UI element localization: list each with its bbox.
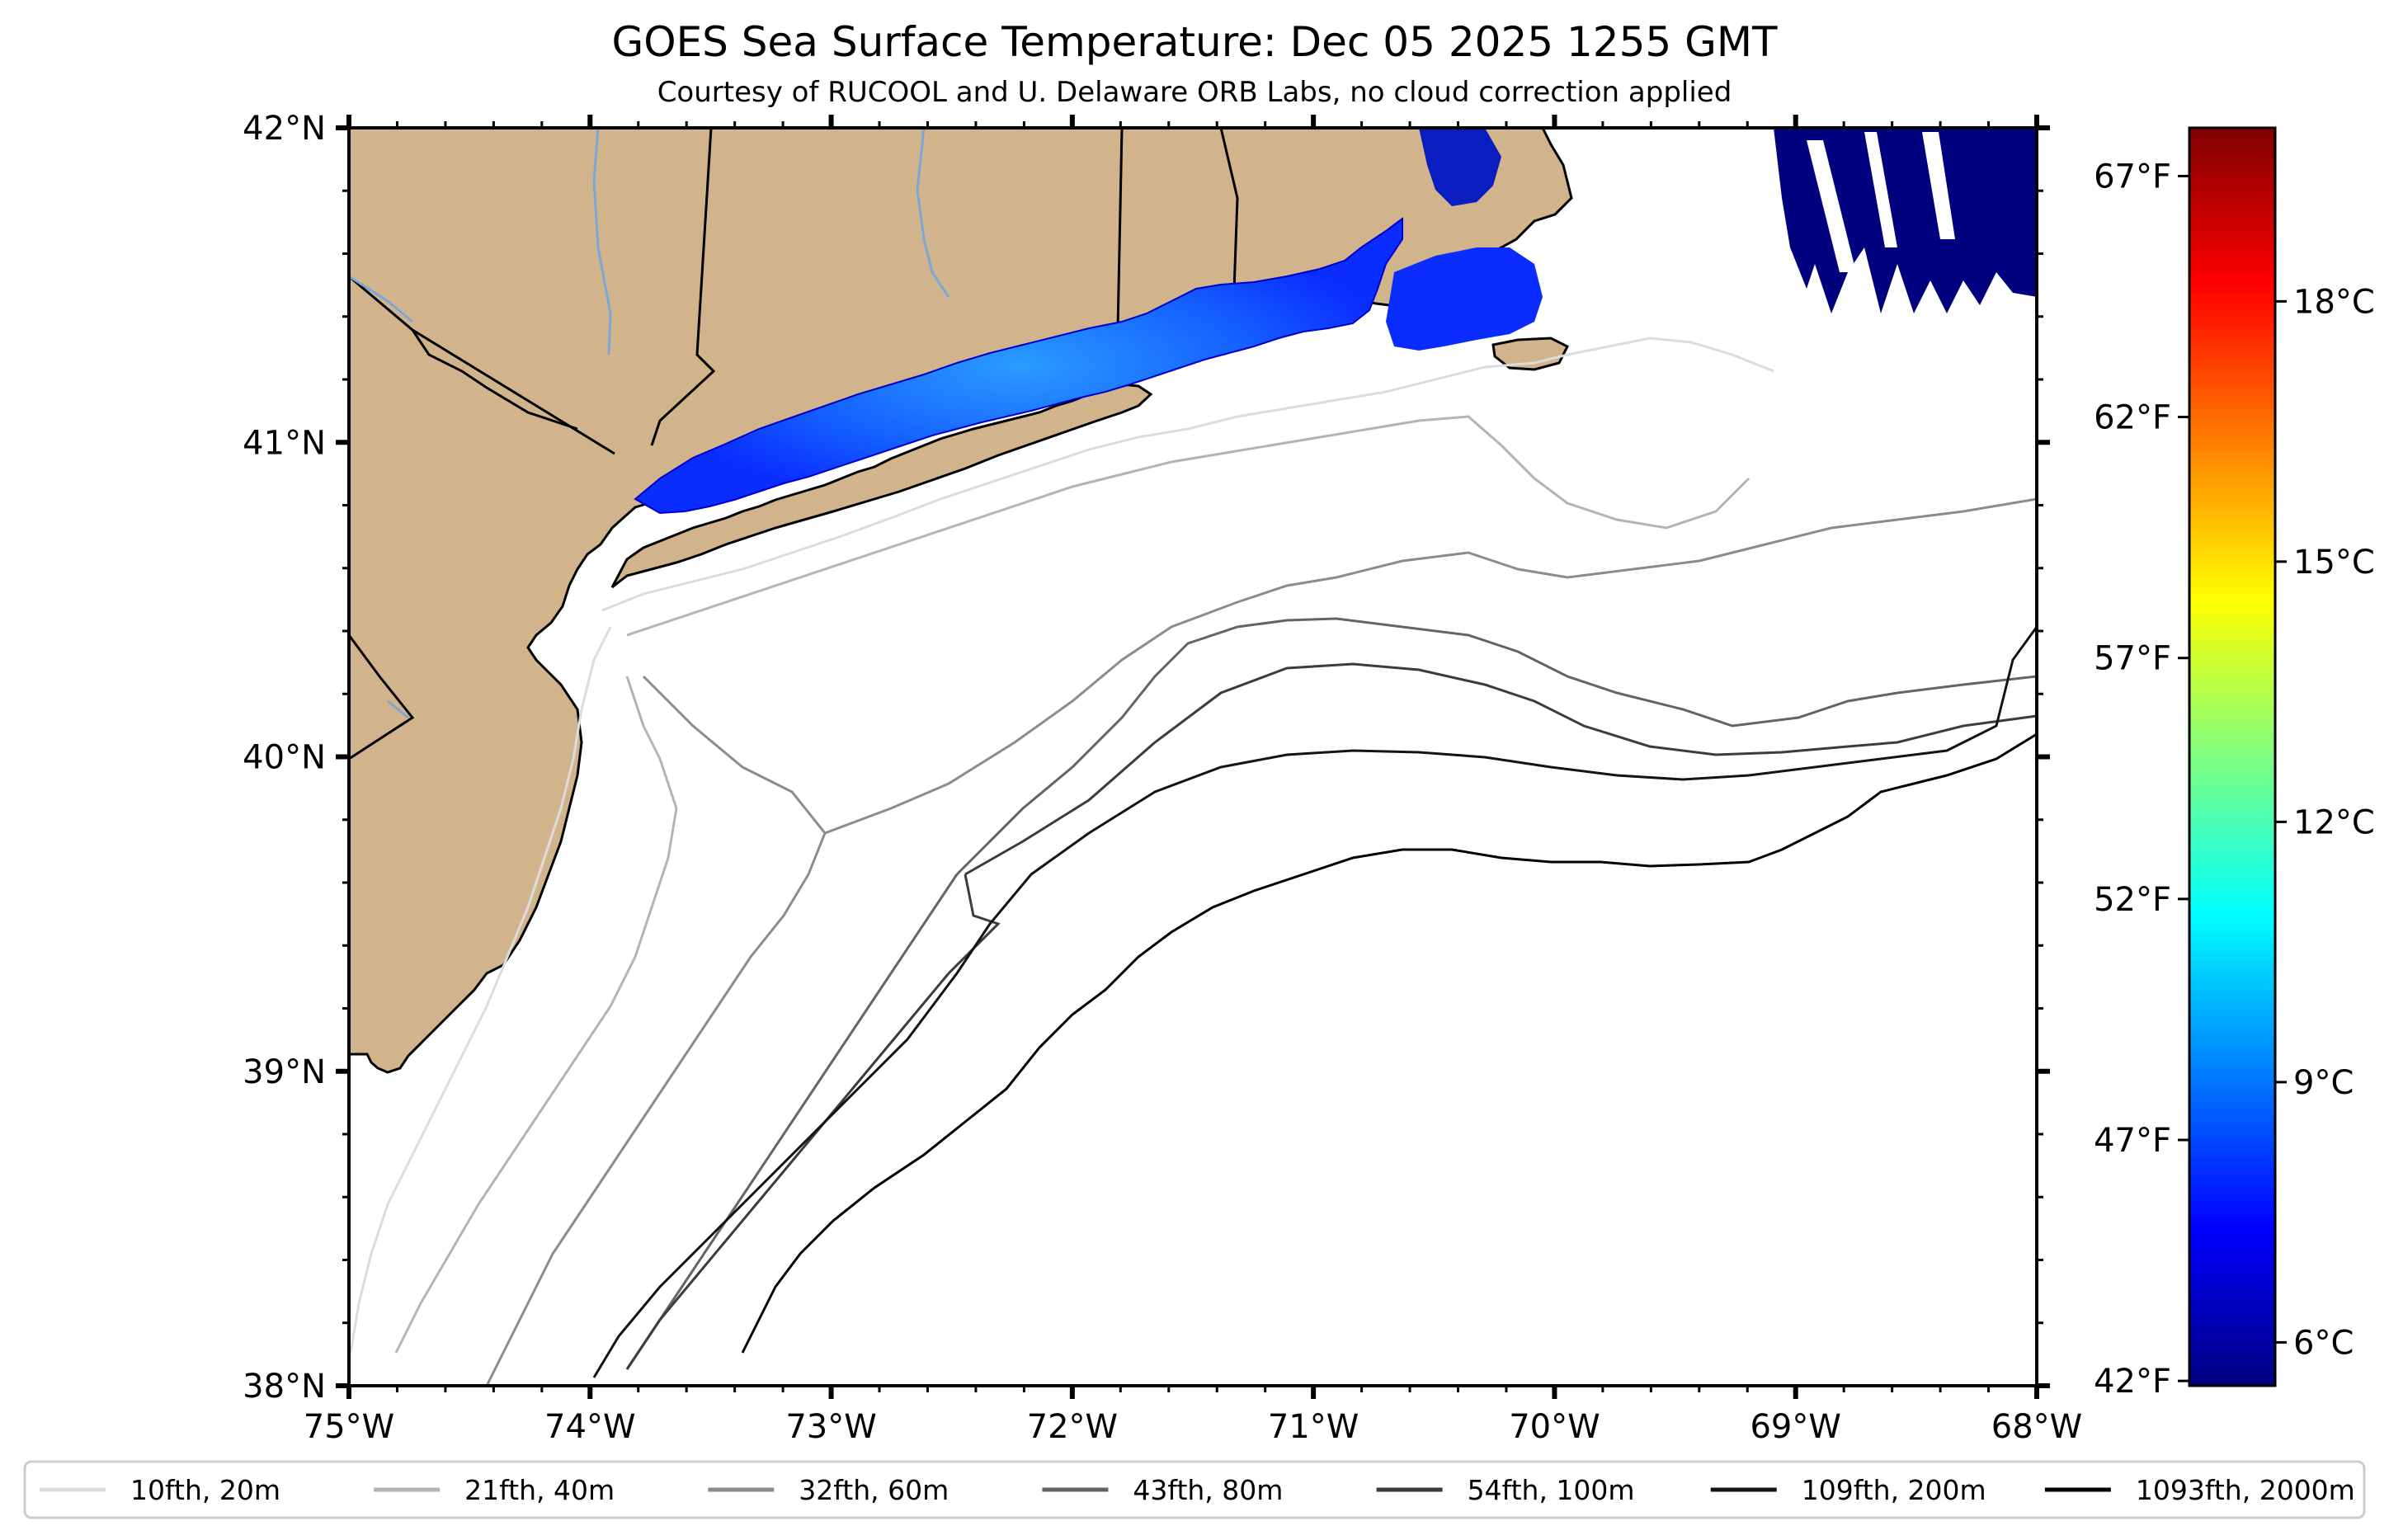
celsius-tick-label: 18°C xyxy=(2293,283,2375,321)
sst-gap-3 xyxy=(1922,132,1955,239)
contour-40m xyxy=(394,415,1751,1354)
celsius-tick-label: 15°C xyxy=(2293,544,2375,582)
legend-box xyxy=(23,1460,2366,1519)
map-subtitle: Courtesy of RUCOOL and U. Delaware ORB L… xyxy=(657,76,1732,109)
sst-long-island-sound xyxy=(634,217,1403,515)
contour-legend: 10fth, 20m 21fth, 40m 32fth, 60m 43fth, 80m… xyxy=(23,1460,2366,1519)
x-tick-label: 73°W xyxy=(785,1408,876,1446)
contour-2000m xyxy=(741,732,2037,1354)
y-tick-label: 41°N xyxy=(243,424,326,462)
y-tick-label: 39°N xyxy=(243,1053,326,1091)
sst-cape-cod-bay xyxy=(1419,128,1501,206)
map-area xyxy=(349,128,2037,1386)
contour-100m xyxy=(625,662,2037,1370)
legend-label: 10fth, 20m xyxy=(130,1474,280,1506)
legend-label: 43fth, 80m xyxy=(1133,1474,1283,1506)
x-tick-label: 75°W xyxy=(304,1408,394,1446)
celsius-tick-label: 9°C xyxy=(2293,1064,2354,1102)
legend-label: 1093fth, 2000m xyxy=(2136,1474,2355,1506)
celsius-tick-label: 12°C xyxy=(2293,803,2375,841)
y-tick-label: 40°N xyxy=(243,739,326,777)
fahrenheit-tick-label: 57°F xyxy=(2094,640,2171,678)
sst-narragansett xyxy=(1386,247,1543,351)
fahrenheit-tick-label: 42°F xyxy=(2094,1363,2171,1401)
contour-200m xyxy=(592,626,2037,1378)
legend-label: 21fth, 40m xyxy=(464,1474,615,1506)
contour-60m xyxy=(485,497,2037,1386)
fahrenheit-tick-label: 47°F xyxy=(2094,1122,2171,1160)
legend-items: 10fth, 20m 21fth, 40m 32fth, 60m 43fth, 80m… xyxy=(40,1474,2355,1506)
map-axes: 75°W 74°W 73°W 72°W 71°W 70°W 69°W 68°W 42°N 41°N… xyxy=(243,110,2082,1446)
sst-gap-2 xyxy=(1864,132,1897,247)
contour-80m xyxy=(625,617,2037,1370)
land-islands xyxy=(1491,337,1570,371)
y-tick-label: 38°N xyxy=(243,1368,326,1406)
sst-patches xyxy=(634,128,2037,515)
x-tick-label: 68°W xyxy=(1991,1408,2082,1446)
contour-20m xyxy=(349,337,1774,1354)
legend-label: 54fth, 100m xyxy=(1468,1474,1635,1506)
x-tick-label: 74°W xyxy=(544,1408,635,1446)
fahrenheit-tick-label: 52°F xyxy=(2094,881,2171,919)
map-title: GOES Sea Surface Temperature: Dec 05 202… xyxy=(611,18,1778,66)
colorbar-gradient xyxy=(2188,126,2277,1387)
land-long-island xyxy=(610,383,1153,589)
legend-label: 109fth, 200m xyxy=(1802,1474,1986,1506)
bathymetry-contours xyxy=(349,337,2037,1386)
rivers xyxy=(349,128,950,719)
legend-label: 32fth, 60m xyxy=(799,1474,949,1506)
fahrenheit-tick-label: 62°F xyxy=(2094,399,2171,437)
state-boundaries xyxy=(349,128,1239,761)
x-tick-label: 72°W xyxy=(1027,1408,1118,1446)
fahrenheit-tick-label: 67°F xyxy=(2094,158,2171,195)
celsius-tick-label: 6°C xyxy=(2293,1324,2354,1362)
colorbar: 6°C 9°C 12°C 15°C 18°C 42°F 47°F 52°F 57°F 62°F 67… xyxy=(2094,126,2375,1401)
x-tick-label: 69°W xyxy=(1750,1408,1840,1446)
y-tick-label: 42°N xyxy=(243,110,326,148)
sst-gap-1 xyxy=(1807,140,1856,272)
x-tick-label: 71°W xyxy=(1268,1408,1359,1446)
x-tick-label: 70°W xyxy=(1509,1408,1600,1446)
colorbar-ticks: 6°C 9°C 12°C 15°C 18°C 42°F 47°F 52°F 57°F 62°F 67… xyxy=(2094,158,2375,1401)
